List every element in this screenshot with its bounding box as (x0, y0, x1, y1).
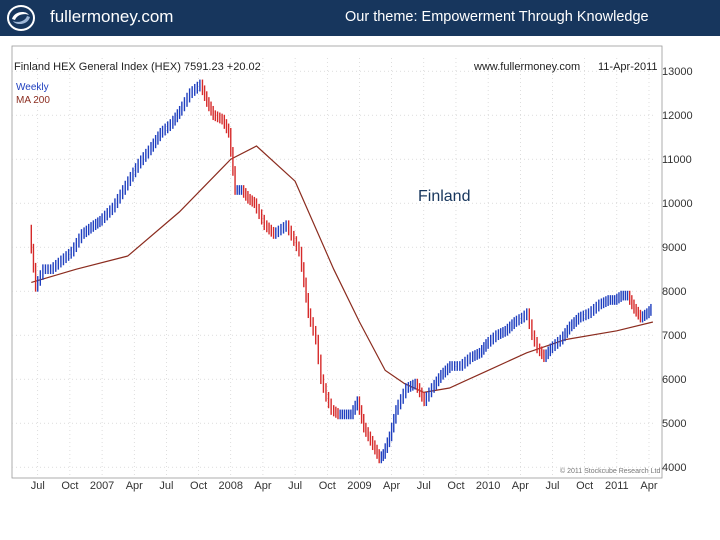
x-tick-label: Oct (576, 480, 593, 492)
x-tick-label: 2008 (219, 480, 243, 492)
y-tick-label: 12000 (662, 110, 693, 122)
copyright-text: © 2011 Stockcube Research Ltd (560, 467, 660, 475)
x-tick-label: 2011 (605, 480, 629, 492)
x-tick-label: Oct (319, 480, 336, 492)
x-tick-label: Jul (31, 480, 45, 492)
y-tick-label: 8000 (662, 286, 686, 298)
theme-tagline: Our theme: Empowerment Through Knowledge (345, 9, 649, 25)
x-tick-label: 2009 (347, 480, 371, 492)
x-tick-label: Apr (383, 480, 400, 492)
swirl-logo-icon (7, 5, 35, 31)
x-tick-label: Apr (512, 480, 529, 492)
brand-name[interactable]: fullermoney.com (50, 7, 174, 26)
finland-index-chart: 4000 5000 6000 7000 8000 9000 10000 11000 12000 1… (11, 45, 693, 492)
chart-date: 11-Apr-2011 (598, 61, 658, 73)
legend-weekly: Weekly (16, 82, 49, 93)
legend-ma-200: MA 200 (16, 95, 50, 106)
y-tick-label: 13000 (662, 66, 693, 78)
y-tick-label: 9000 (662, 242, 686, 254)
ma-200-line (31, 145, 654, 394)
y-tick-label: 10000 (662, 198, 693, 210)
x-tick-label: 2007 (90, 480, 114, 492)
x-tick-label: Apr (254, 480, 271, 492)
chart-source: www.fullermoney.com (473, 61, 580, 73)
ma-200-layer (31, 145, 654, 394)
chart-frame (11, 45, 663, 479)
x-tick-label: Jul (417, 480, 431, 492)
y-tick-label: 11000 (662, 154, 692, 166)
x-tick-label: Jul (159, 480, 173, 492)
x-tick-label: Apr (640, 480, 657, 492)
y-tick-label: 5000 (662, 418, 686, 430)
x-tick-label: 2010 (476, 480, 500, 492)
chart-title: Finland HEX General Index (HEX) 7591.23 … (14, 61, 261, 73)
chart-grid (12, 58, 656, 476)
x-tick-label: Oct (447, 480, 464, 492)
overlay-label: Finland (418, 188, 470, 205)
y-axis-ticks: 4000 5000 6000 7000 8000 9000 10000 11000 12000 1… (662, 66, 693, 474)
x-tick-label: Jul (545, 480, 559, 492)
x-tick-label: Apr (126, 480, 143, 492)
y-tick-label: 7000 (662, 330, 686, 342)
x-axis-ticks: Jul Oct 2007 Apr Jul Oct 2008 Apr Jul Oct 2009 Apr J… (31, 480, 658, 492)
y-tick-label: 6000 (662, 374, 686, 386)
x-tick-label: Jul (288, 480, 302, 492)
y-tick-label: 4000 (662, 462, 686, 474)
header-bar: fullermoney.com Our theme: Empowerment T… (0, 0, 720, 36)
x-tick-label: Oct (190, 480, 207, 492)
x-tick-label: Oct (61, 480, 78, 492)
price-bars-layer (30, 79, 652, 464)
